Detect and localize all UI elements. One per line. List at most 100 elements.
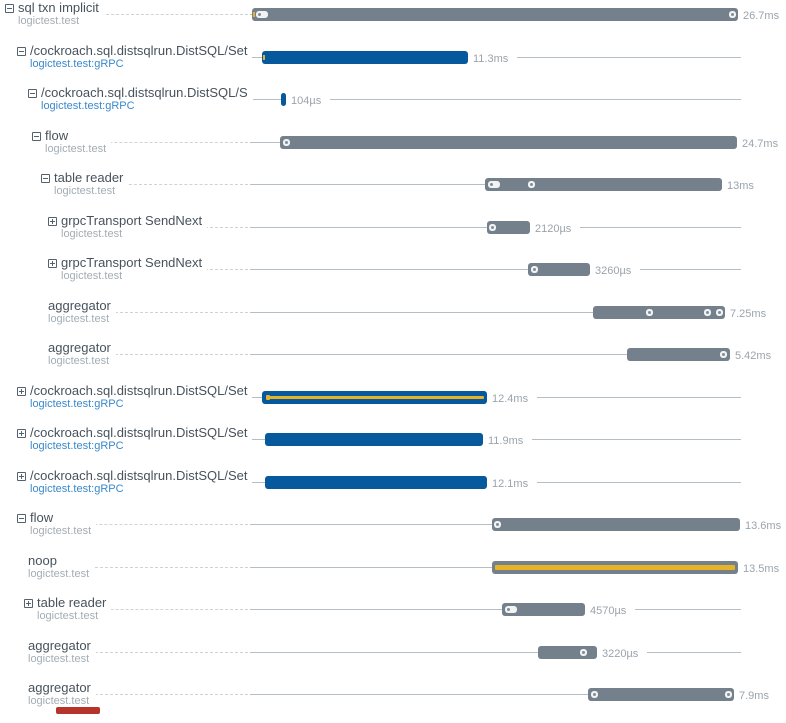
span-bar[interactable]	[252, 8, 738, 21]
span-name: /cockroach.sql.distsqlrun.DistSQL/S	[41, 86, 248, 100]
collapse-icon[interactable]	[41, 174, 50, 183]
span-name: grpcTransport SendNext	[61, 213, 203, 228]
icon-plus-stroke	[52, 261, 53, 266]
trace-row: aggregator logictest.test 7.25ms	[0, 298, 786, 341]
icon-minus-stroke	[19, 518, 24, 519]
trace-row: aggregator logictest.test 5.42ms	[0, 340, 786, 383]
span-name: /cockroach.sql.distsqlrun.DistSQL/Set	[30, 426, 248, 440]
expand-icon[interactable]	[24, 599, 33, 608]
span-label-block: aggregator logictest.test	[48, 341, 116, 367]
event-marker-dot[interactable]	[646, 308, 653, 316]
span-bar[interactable]	[281, 93, 286, 106]
timeline-trail-line	[580, 226, 741, 228]
span-label-block: /cockroach.sql.distsqlrun.DistSQL/Set log…	[17, 383, 253, 410]
collapse-icon[interactable]	[17, 46, 26, 56]
span-bar[interactable]	[538, 645, 597, 659]
timeline-lead-line	[250, 99, 281, 100]
expand-icon[interactable]	[48, 259, 57, 268]
span-label-block: aggregator logictest.test	[28, 638, 96, 665]
connector-dashed-line	[34, 141, 248, 143]
event-marker-dot[interactable]	[725, 691, 732, 698]
event-marker-dot[interactable]	[528, 181, 535, 188]
span-name: aggregator	[48, 298, 111, 313]
span-subtitle: logictest.test	[54, 185, 116, 197]
span-bar[interactable]	[492, 518, 740, 531]
span-bar[interactable]	[262, 390, 487, 404]
span-subtitle: logictest.test	[28, 567, 90, 580]
event-marker-dot[interactable]	[591, 691, 598, 698]
duration-label: 3260µs	[595, 265, 632, 277]
event-marker-pill[interactable]	[488, 181, 500, 188]
icon-plus-stroke	[52, 218, 53, 224]
connector-dashed-line	[30, 651, 248, 653]
span-bar[interactable]	[627, 348, 730, 361]
event-marker-dot[interactable]	[729, 11, 736, 18]
span-bar[interactable]	[262, 50, 468, 64]
span-bar[interactable]	[485, 178, 722, 191]
span-bar[interactable]	[593, 305, 725, 319]
timeline-trail-line	[635, 609, 741, 610]
duration-label: 13.5ms	[743, 562, 780, 575]
span-subtitle: logictest.test	[61, 270, 123, 282]
event-marker-yellow-sliver	[263, 54, 265, 60]
event-marker-pill[interactable]	[505, 606, 517, 613]
span-bar[interactable]	[265, 475, 487, 489]
expand-icon[interactable]	[17, 386, 26, 396]
span-subtitle: logictest.test	[37, 610, 99, 622]
trace-row: table reader logictest.test 4570µs	[0, 595, 786, 638]
span-bar[interactable]	[528, 263, 590, 276]
span-name: flow	[30, 511, 54, 525]
span-bar[interactable]	[492, 560, 738, 574]
timeline-lead-line	[250, 354, 627, 355]
trace-row: grpcTransport SendNext logictest.test 2120…	[0, 213, 786, 256]
timeline-lead-line	[250, 56, 262, 58]
collapse-icon[interactable]	[28, 89, 37, 98]
span-bar[interactable]	[265, 433, 483, 446]
partial-row-red-bar[interactable]	[56, 707, 100, 714]
event-marker-dot[interactable]	[720, 351, 727, 358]
span-subtitle: logictest.test:gRPC	[30, 397, 124, 410]
span-label-block: sql txn implicit logictest.test	[5, 1, 104, 27]
span-bar[interactable]	[280, 135, 737, 149]
duration-label: 7.25ms	[730, 307, 767, 320]
event-marker-dot[interactable]	[531, 266, 538, 273]
timeline-trail-line	[537, 481, 741, 483]
span-bar[interactable]	[487, 220, 530, 234]
collapse-icon[interactable]	[17, 514, 26, 523]
event-marker-dot[interactable]	[494, 521, 501, 528]
span-subtitle: logictest.test	[61, 227, 123, 240]
span-label-block: table reader logictest.test	[41, 171, 129, 197]
span-name: aggregator	[28, 681, 91, 695]
span-label-block: grpcTransport SendNext logictest.test	[48, 256, 208, 282]
span-bar[interactable]	[588, 688, 734, 701]
timeline-lead-line	[250, 269, 528, 270]
expand-icon[interactable]	[17, 429, 26, 438]
trace-row: /cockroach.sql.distsqlrun.DistSQL/Set log…	[0, 383, 786, 426]
span-label-block: aggregator logictest.test	[28, 681, 96, 707]
expand-icon[interactable]	[17, 471, 26, 481]
event-marker-dot[interactable]	[704, 308, 711, 316]
trace-row: aggregator logictest.test 7.9ms	[0, 680, 786, 723]
timeline-lead-line	[250, 566, 492, 568]
span-name: noop	[28, 553, 57, 568]
expand-icon[interactable]	[48, 216, 57, 226]
duration-label: 13.6ms	[745, 520, 782, 532]
span-label-block: flow logictest.test	[17, 511, 97, 537]
span-subtitle: logictest.test:gRPC	[30, 440, 124, 452]
trace-row: /cockroach.sql.distsqlrun.DistSQL/Set log…	[0, 43, 786, 86]
event-marker-dot[interactable]	[716, 308, 723, 316]
trace-row: /cockroach.sql.distsqlrun.DistSQL/Set log…	[0, 468, 786, 511]
event-marker-dot[interactable]	[580, 648, 587, 656]
connector-dashed-line	[30, 566, 248, 568]
event-marker-dot[interactable]	[489, 223, 496, 231]
duration-label: 11.3ms	[473, 52, 509, 65]
event-marker-pill[interactable]	[256, 11, 268, 18]
event-marker-dot[interactable]	[283, 138, 290, 146]
span-name: /cockroach.sql.distsqlrun.DistSQL/Set	[30, 468, 248, 483]
span-subtitle: logictest.test	[30, 525, 92, 537]
collapse-icon[interactable]	[5, 4, 14, 13]
timeline-lead-line	[250, 226, 487, 228]
span-bar[interactable]	[502, 603, 585, 616]
collapse-icon[interactable]	[32, 131, 41, 141]
timeline-lead-line	[250, 694, 588, 695]
